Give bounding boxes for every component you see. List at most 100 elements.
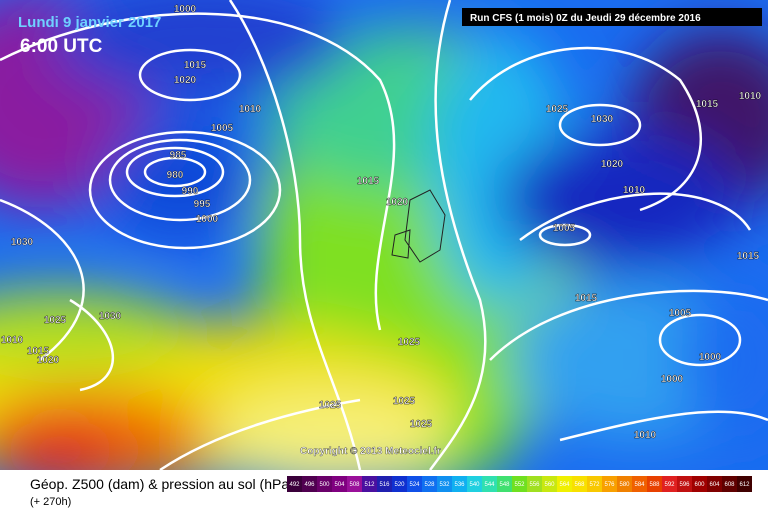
date: Lundi 9 janvier 2017	[18, 14, 161, 31]
colorbar-swatch	[422, 476, 437, 492]
isobar-label: 1005	[669, 308, 692, 319]
colorbar-swatch	[482, 476, 497, 492]
colorbar-swatch	[572, 476, 587, 492]
colorbar-label: 568	[574, 482, 585, 488]
colorbar-label: 572	[589, 482, 600, 488]
colorbar-label: 516	[379, 482, 390, 488]
isobar-label: 1015	[737, 251, 760, 262]
colorbar-label: 588	[649, 482, 660, 488]
isobar-label: 1025	[410, 419, 433, 430]
colorbar-label: 552	[514, 482, 525, 488]
colorbar-label: 608	[724, 482, 735, 488]
colorbar-swatch	[602, 476, 617, 492]
colorbar-swatch	[392, 476, 407, 492]
colorbar-label: 500	[319, 482, 330, 488]
isobar-label: 1025	[393, 396, 416, 407]
isobar-label: 1010	[739, 91, 762, 102]
colorbar-swatch	[287, 476, 302, 492]
isobar-label: 1000	[699, 352, 722, 363]
colorbar-label: 508	[349, 482, 360, 488]
colorbar-swatch	[332, 476, 347, 492]
colorbar-label: 604	[709, 482, 720, 488]
colorbar-swatch	[302, 476, 317, 492]
isobar-label: 1025	[319, 400, 342, 411]
colorbar-swatch	[722, 476, 737, 492]
colorbar-label: 504	[334, 482, 345, 488]
run-box	[462, 8, 762, 26]
isobar-label: 1010	[1, 335, 24, 346]
colorbar-label: 564	[559, 482, 570, 488]
isobar-label: 1025	[398, 337, 421, 348]
colorbar-label: 592	[664, 482, 675, 488]
colorbar-swatch	[407, 476, 422, 492]
isobar-label: 1005	[553, 223, 576, 234]
colorbar-swatch	[632, 476, 647, 492]
isobar-label: 1010	[634, 430, 657, 441]
colorbar-swatch	[512, 476, 527, 492]
colorbar-swatch	[317, 476, 332, 492]
colorbar-label: 536	[454, 482, 465, 488]
isobar-label: 980	[167, 170, 184, 181]
colorbar-swatch	[542, 476, 557, 492]
colorbar-swatch	[467, 476, 482, 492]
colorbar-label: 520	[394, 482, 405, 488]
isobar-label: 1020	[174, 75, 197, 86]
colorbar-label: 532	[439, 482, 450, 488]
colorbar-label: 560	[544, 482, 555, 488]
isobar-label: 1010	[239, 104, 262, 115]
colorbar-swatch	[737, 476, 752, 492]
isobar-label: 1020	[386, 197, 409, 208]
colorbar-label: 580	[619, 482, 630, 488]
colorbar-label: 528	[424, 482, 435, 488]
isobar-label: 1015	[696, 99, 719, 110]
isobar-label: 1025	[44, 315, 67, 326]
colorbar-swatch	[557, 476, 572, 492]
isobar-label: 1000	[661, 374, 684, 385]
isobar-label: 1000	[174, 4, 197, 15]
colorbar-swatch	[677, 476, 692, 492]
copyright: Copyright © 2013 Meteociel.fr	[300, 446, 441, 457]
colorbar-label: 556	[529, 482, 540, 488]
isobar-label: 995	[194, 199, 211, 210]
colorbar-swatch	[647, 476, 662, 492]
isobar-labels: 1000 1015 1020 1010 1005 985 980 990 995 1000 1015…	[1, 4, 762, 441]
isobar-label: 1030	[99, 311, 122, 322]
footer-title: Géop. Z500 (dam) & pression au sol (hPa)	[30, 476, 294, 492]
colorbar-swatch	[362, 476, 377, 492]
colorbar-label: 544	[484, 482, 495, 488]
isobar-label: 1005	[211, 123, 234, 134]
colorbar-label: 512	[364, 482, 375, 488]
colorbar-label: 548	[499, 482, 510, 488]
isobar-label: 1015	[27, 346, 50, 357]
coastline	[391, 189, 446, 263]
isobar-label: 1015	[575, 293, 598, 304]
colorbar-swatch	[662, 476, 677, 492]
isobars	[0, 0, 768, 470]
colorbar-label: 492	[289, 482, 300, 488]
lead-time: (+ 270h)	[30, 496, 71, 508]
colorbar-label: 600	[694, 482, 705, 488]
colorbar-label: 612	[739, 482, 750, 488]
colorbar-swatch	[452, 476, 467, 492]
colorbar-swatch	[707, 476, 722, 492]
isobar-label: 985	[170, 150, 187, 161]
colorbar-label: 576	[604, 482, 615, 488]
isobar-label: 1015	[184, 60, 207, 71]
colorbar-swatch	[692, 476, 707, 492]
colorbar-swatch	[377, 476, 392, 492]
isobar-label: 1030	[11, 237, 34, 248]
isobar-label: 990	[182, 186, 199, 197]
run-info: Run CFS (1 mois) 0Z du Jeudi 29 décembre…	[470, 13, 701, 24]
colorbar-label: 496	[304, 482, 315, 488]
colorbar-swatch	[527, 476, 542, 492]
colorbar: 492 496 500 504 508 512 516 520 524 528 532 536 540 5…	[287, 476, 752, 492]
colorbar-swatch	[617, 476, 632, 492]
time: 6:00 UTC	[20, 36, 103, 57]
colorbar-label: 524	[409, 482, 420, 488]
field	[0, 0, 768, 470]
colorbar-label: 596	[679, 482, 690, 488]
colorbar-label: 584	[634, 482, 645, 488]
isobar-label: 1015	[357, 176, 380, 187]
isobar-label: 1020	[601, 159, 624, 170]
